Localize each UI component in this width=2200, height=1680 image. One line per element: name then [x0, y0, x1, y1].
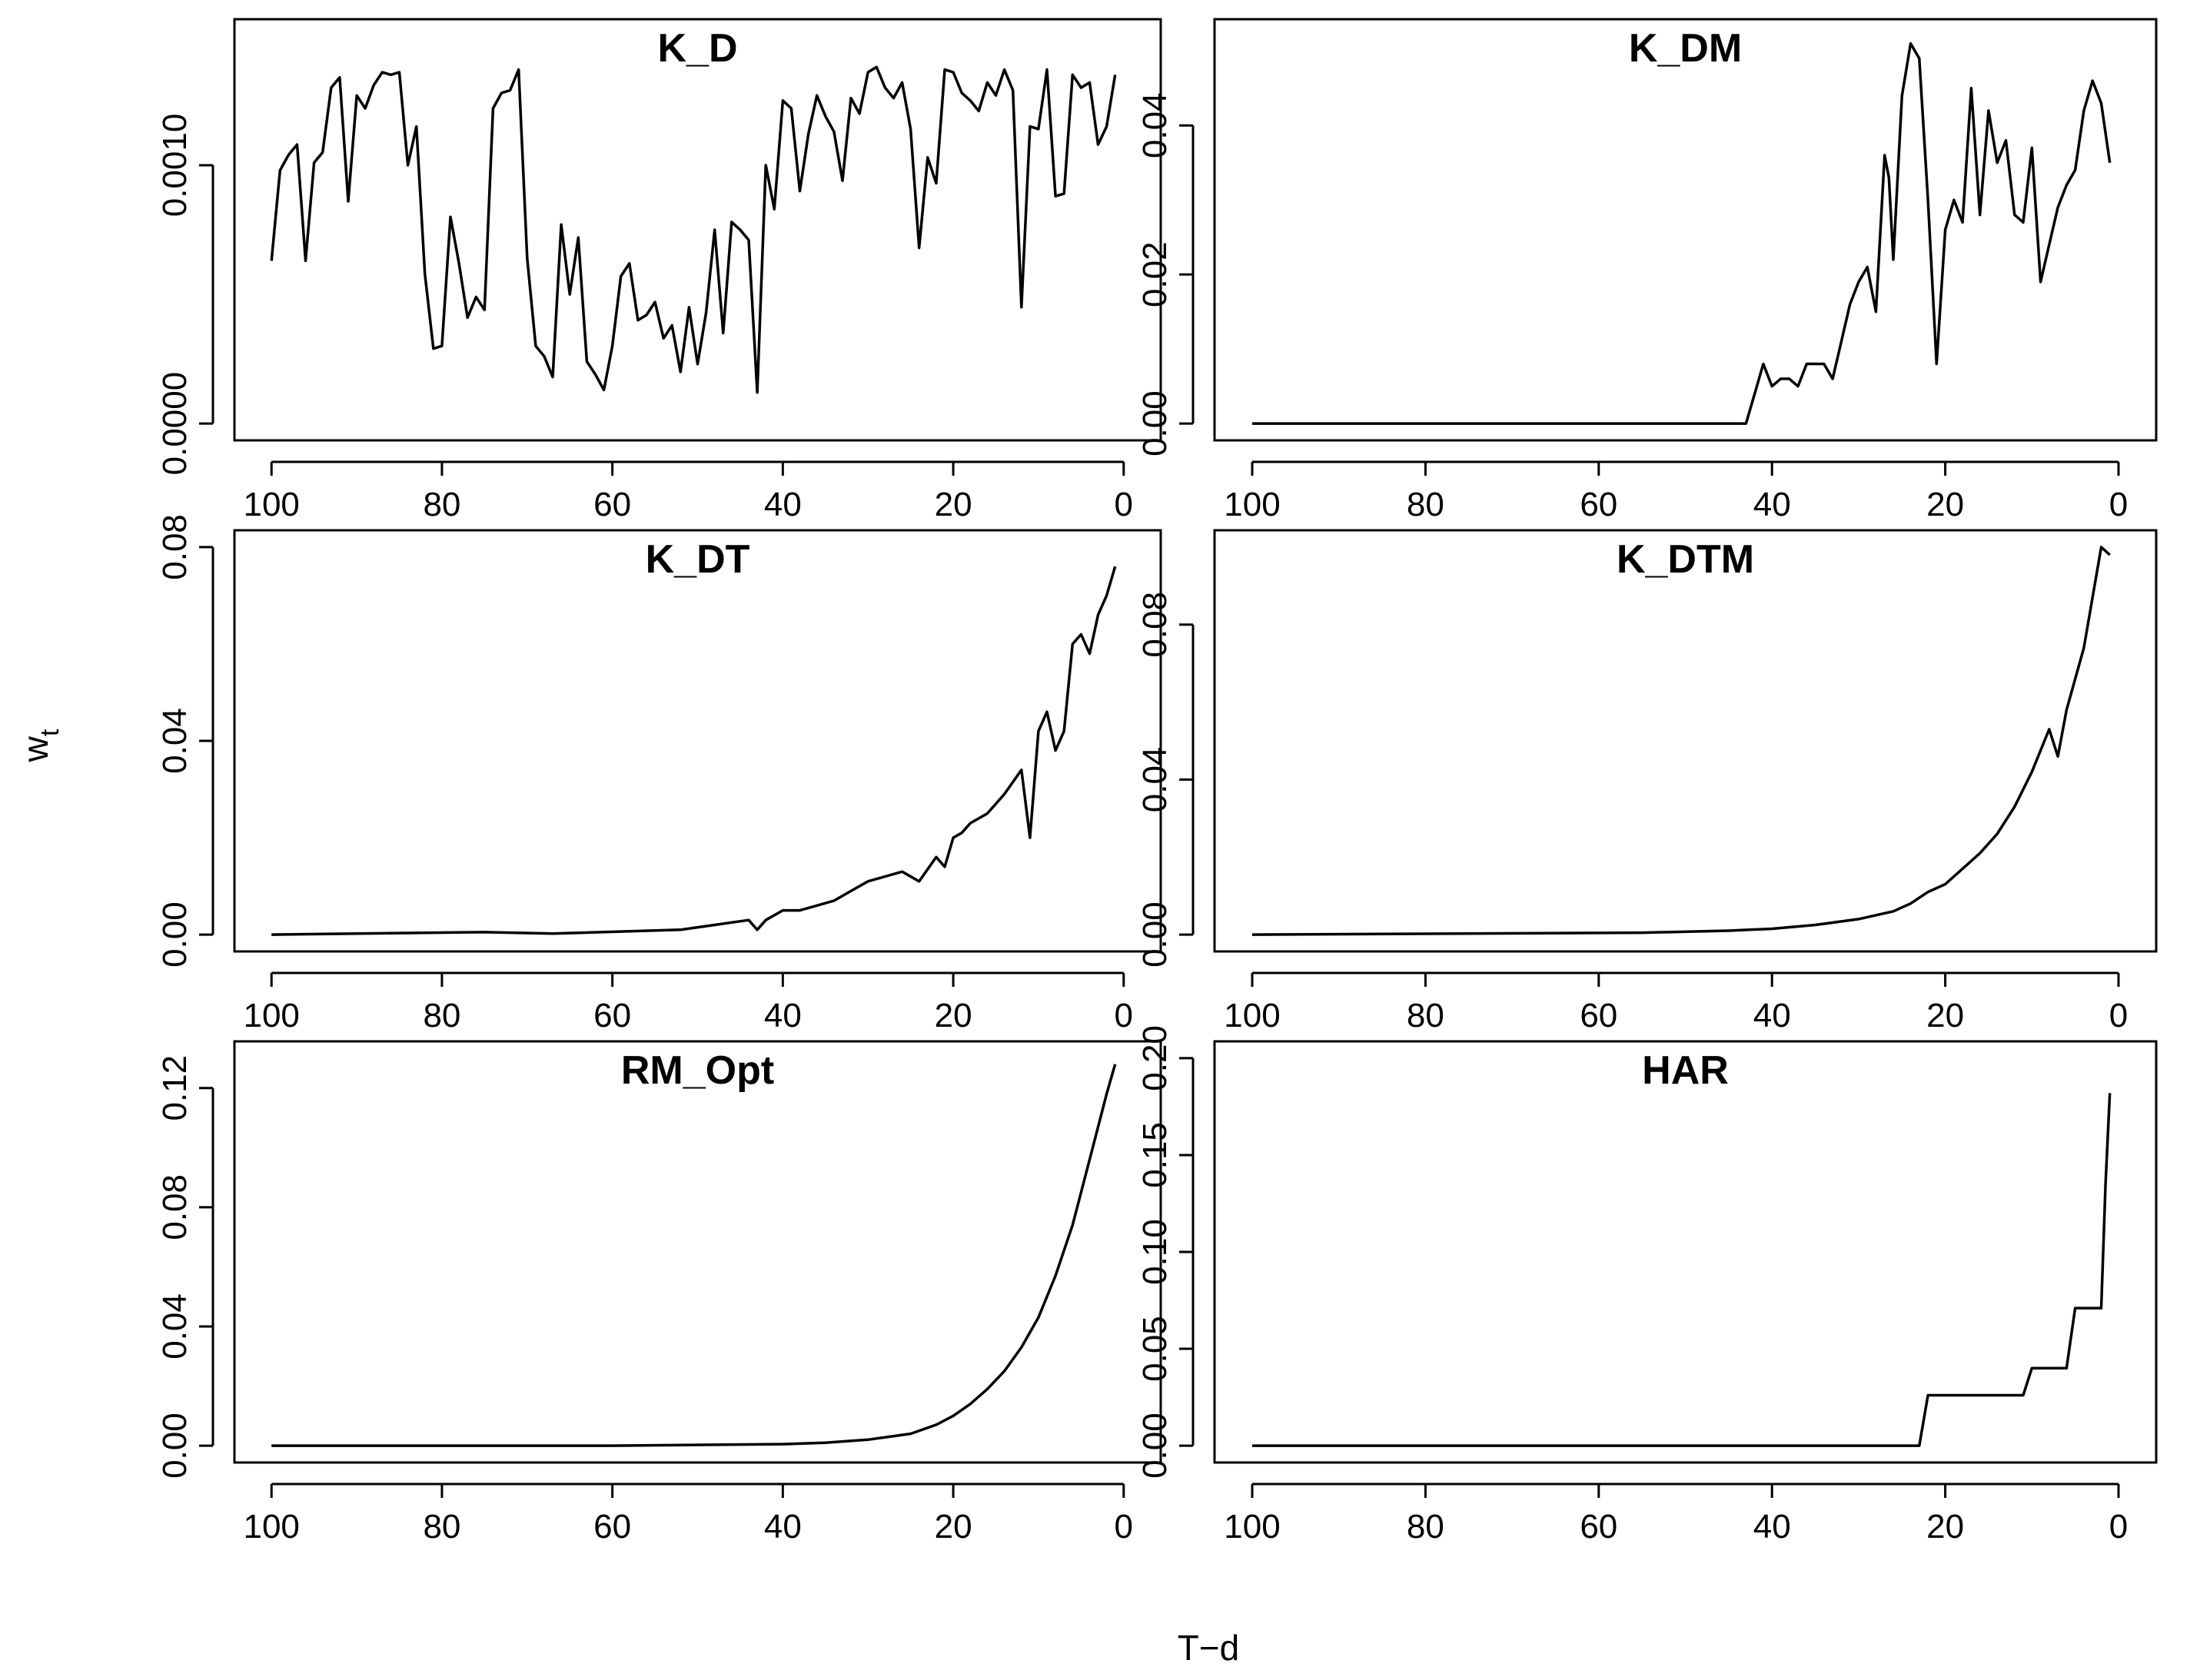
x-tick-label: 100	[1224, 1508, 1280, 1546]
y-tick-label: 0.08	[156, 1174, 194, 1240]
panel-title: RM_Opt	[621, 1048, 774, 1093]
series-line	[271, 1064, 1117, 1447]
y-tick-label: 0.00	[1136, 901, 1174, 968]
x-tick-label: 40	[1753, 1508, 1791, 1546]
y-tick-label: 0.0000	[156, 372, 194, 476]
x-tick-label: 0	[2109, 486, 2128, 523]
panel-frame	[1213, 529, 2158, 953]
x-tick-label: 80	[1407, 997, 1444, 1034]
y-tick-label: 0.15	[1136, 1122, 1174, 1188]
y-tick-label: 0.08	[1136, 592, 1174, 658]
x-tick-label: 20	[935, 997, 972, 1034]
series-line	[1252, 1093, 2112, 1447]
y-tick-label: 0.00	[156, 1413, 194, 1479]
y-tick-label: 0.20	[1136, 1025, 1174, 1091]
y-tick-label: 0.04	[156, 708, 194, 774]
x-tick-label: 60	[593, 1508, 631, 1546]
y-axis-label: wt	[15, 729, 65, 762]
panel-5: HAR 100 80 60 40 20 0 0.00 0.05 0.10 0.15 0.20	[1136, 1025, 2158, 1546]
series-line	[1251, 546, 2111, 936]
series-line	[271, 566, 1117, 936]
y-tick-label: 0.05	[1136, 1316, 1174, 1382]
x-tick-label: 0	[1115, 1508, 1133, 1546]
x-tick-label: 100	[1224, 997, 1280, 1034]
x-tick-label: 40	[1753, 997, 1791, 1034]
x-tick-label: 20	[1926, 486, 1964, 523]
x-tick-label: 60	[1580, 997, 1617, 1034]
y-tick-label: 0.0010	[156, 114, 194, 217]
x-tick-label: 40	[764, 486, 802, 523]
panel-frame	[233, 1040, 1162, 1464]
panel-0: K_D 100 80 60 40 20 0 0.0000 0.0010	[156, 18, 1162, 523]
panel-frame	[1213, 1040, 2158, 1464]
x-tick-label: 0	[2109, 1508, 2128, 1546]
x-tick-label: 40	[764, 1508, 802, 1546]
panel-frame	[1213, 18, 2158, 442]
x-tick-label: 100	[243, 486, 299, 523]
x-tick-label: 80	[1407, 486, 1444, 523]
x-tick-label: 80	[1407, 1508, 1444, 1546]
y-tick-label: 0.00	[1136, 390, 1174, 457]
panel-3: K_DTM 100 80 60 40 20 0 0.00 0.04 0.08	[1136, 529, 2158, 1034]
x-tick-label: 80	[423, 486, 460, 523]
y-tick-label: 0.08	[156, 514, 194, 580]
x-tick-label: 0	[1115, 997, 1133, 1034]
x-tick-label: 40	[1753, 486, 1791, 523]
panel-1: K_DM 100 80 60 40 20 0 0.00 0.02 0.04	[1136, 18, 2158, 523]
x-tick-label: 0	[1115, 486, 1133, 523]
y-tick-label: 0.04	[1136, 747, 1174, 813]
panel-2: K_DT 100 80 60 40 20 0 0.00 0.04 0.08	[156, 514, 1162, 1034]
x-tick-label: 100	[243, 997, 299, 1034]
series-line	[270, 65, 1117, 394]
y-tick-label: 0.12	[156, 1055, 194, 1121]
x-tick-label: 20	[935, 1508, 972, 1546]
x-tick-label: 60	[593, 486, 631, 523]
x-axis-label: T−d	[1178, 1628, 1240, 1668]
panel-title: HAR	[1642, 1048, 1729, 1093]
panel-frame	[233, 18, 1162, 442]
y-tick-label: 0.10	[1136, 1219, 1174, 1285]
x-tick-label: 80	[423, 1508, 460, 1546]
x-tick-label: 100	[243, 1508, 299, 1546]
x-tick-label: 60	[1580, 486, 1617, 523]
y-tick-label: 0.04	[1136, 92, 1174, 158]
y-axis-label-main: w	[15, 735, 55, 762]
y-tick-label: 0.00	[1136, 1413, 1174, 1479]
panel-title: K_DTM	[1617, 537, 1754, 582]
x-tick-label: 0	[2109, 997, 2128, 1034]
y-tick-label: 0.00	[156, 901, 194, 968]
x-tick-label: 60	[593, 997, 631, 1034]
panel-title: K_DM	[1629, 26, 1742, 71]
x-tick-label: 40	[764, 997, 802, 1034]
panel-4: RM_Opt 100 80 60 40 20 0 0.00 0.04 0.08 0.12	[156, 1040, 1162, 1546]
x-tick-label: 100	[1224, 486, 1280, 523]
x-tick-label: 20	[1926, 1508, 1964, 1546]
x-tick-label: 20	[1926, 997, 1964, 1034]
y-tick-label: 0.02	[1136, 241, 1174, 307]
panel-title: K_D	[657, 26, 737, 71]
panel-title: K_DT	[646, 537, 750, 582]
panel-frame	[233, 529, 1162, 953]
x-tick-label: 20	[935, 486, 972, 523]
y-tick-label: 0.04	[156, 1293, 194, 1360]
series-line	[1252, 42, 2112, 425]
x-tick-label: 80	[423, 997, 460, 1034]
y-axis-label-subscript: t	[35, 729, 65, 736]
x-tick-label: 60	[1580, 1508, 1617, 1546]
